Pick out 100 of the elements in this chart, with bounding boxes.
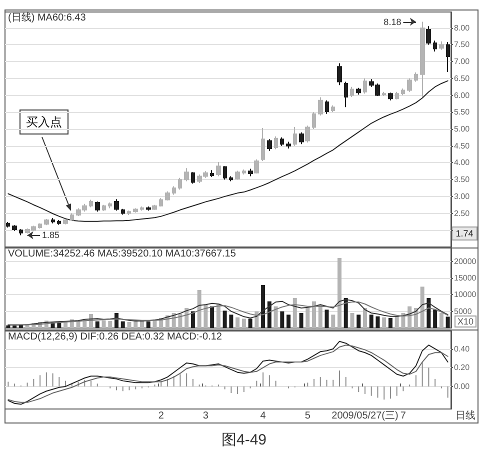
y-tick-label: 2.50 bbox=[454, 208, 470, 218]
chart-title: MACD(12,26,9) DIF:0.26 DEA:0.32 MACD:-0.12 bbox=[8, 332, 222, 342]
y-tick-label: 0.40 bbox=[454, 344, 470, 354]
x-tick-label: 2009/05/27(三) bbox=[332, 410, 398, 422]
y-tick-label: 5000 bbox=[454, 306, 472, 316]
bar bbox=[248, 318, 252, 328]
candlestick bbox=[248, 168, 253, 177]
bar bbox=[286, 314, 291, 328]
candlestick bbox=[140, 206, 144, 212]
candlestick bbox=[401, 88, 405, 96]
candlestick bbox=[331, 104, 335, 113]
candlestick bbox=[274, 136, 278, 150]
candlestick bbox=[446, 42, 450, 73]
candlestick bbox=[178, 177, 182, 190]
candlestick bbox=[267, 138, 272, 152]
bar bbox=[216, 304, 220, 328]
bar bbox=[306, 308, 310, 328]
bar bbox=[312, 301, 316, 328]
candlestick bbox=[261, 127, 265, 162]
bar bbox=[356, 314, 361, 328]
bar bbox=[229, 314, 234, 328]
candlestick bbox=[146, 206, 151, 212]
bar bbox=[190, 311, 195, 328]
y-tick-label: 4.00 bbox=[454, 158, 470, 168]
bar bbox=[369, 314, 374, 328]
candlestick bbox=[305, 125, 310, 143]
annotation: 买入点 bbox=[26, 115, 62, 129]
bar bbox=[420, 286, 424, 328]
bar bbox=[261, 285, 266, 328]
bar bbox=[324, 310, 329, 328]
bar bbox=[292, 298, 297, 328]
y-tick-label: 7.50 bbox=[454, 40, 470, 50]
bar bbox=[242, 318, 246, 328]
candlestick bbox=[165, 190, 170, 201]
candlestick bbox=[114, 198, 119, 212]
text: 日线 bbox=[456, 410, 476, 422]
bar bbox=[350, 313, 354, 328]
candlestick bbox=[388, 92, 393, 101]
bar bbox=[401, 313, 406, 328]
y-tick-label: 8.00 bbox=[454, 23, 470, 32]
bar bbox=[426, 298, 431, 328]
bar bbox=[299, 313, 304, 328]
candlestick bbox=[395, 91, 399, 100]
candlestick bbox=[127, 210, 131, 216]
caption: 图4-49 bbox=[221, 432, 267, 448]
y-tick-label: 0.00 bbox=[454, 382, 470, 391]
bar bbox=[376, 316, 380, 328]
y-axis-title: X10 bbox=[457, 316, 474, 326]
bar bbox=[433, 310, 438, 328]
candlestick bbox=[433, 40, 437, 52]
candlestick bbox=[133, 208, 138, 214]
bar bbox=[6, 325, 10, 328]
bar bbox=[388, 318, 392, 328]
bar bbox=[344, 298, 348, 328]
bar bbox=[331, 314, 336, 328]
candlestick bbox=[57, 220, 61, 226]
x-tick-label: 2 bbox=[158, 410, 164, 422]
candlestick bbox=[184, 168, 189, 182]
candlestick bbox=[6, 222, 10, 228]
text: 1.74 bbox=[456, 228, 474, 238]
annotation: 1.85 bbox=[42, 230, 60, 240]
candlestick bbox=[89, 199, 93, 208]
candlestick bbox=[363, 78, 367, 94]
candlestick bbox=[38, 222, 42, 229]
candlestick bbox=[254, 158, 259, 174]
candlestick bbox=[223, 166, 227, 180]
candlestick bbox=[19, 228, 23, 236]
line-series bbox=[8, 80, 448, 222]
candlestick bbox=[293, 126, 297, 146]
x-tick-label: 3 bbox=[202, 410, 209, 422]
candlestick bbox=[344, 81, 348, 108]
candlestick bbox=[191, 172, 195, 184]
candlestick bbox=[286, 141, 291, 150]
bar bbox=[146, 321, 150, 328]
y-tick-label: 0.20 bbox=[454, 363, 470, 372]
candlestick bbox=[420, 21, 425, 98]
candlestick bbox=[356, 87, 361, 96]
candlestick bbox=[382, 91, 386, 96]
bar bbox=[210, 306, 214, 328]
y-tick-label: 10000 bbox=[454, 290, 477, 300]
candlestick bbox=[44, 218, 49, 226]
candlestick bbox=[12, 224, 17, 232]
candlestick bbox=[439, 40, 444, 50]
bar bbox=[102, 320, 106, 328]
candlestick bbox=[216, 162, 221, 177]
candlestick bbox=[159, 198, 163, 208]
y-tick-label: 5.50 bbox=[454, 108, 470, 117]
bar bbox=[127, 322, 132, 328]
y-tick-label: 4.50 bbox=[454, 141, 470, 150]
candlestick bbox=[350, 86, 354, 98]
candlestick bbox=[325, 100, 329, 114]
candlestick bbox=[426, 26, 431, 46]
y-tick-label: 3.50 bbox=[454, 175, 470, 184]
candlestick bbox=[102, 204, 106, 212]
candlestick bbox=[95, 200, 100, 212]
bar bbox=[236, 317, 240, 328]
bar bbox=[382, 317, 386, 328]
bar bbox=[394, 316, 399, 328]
candlestick bbox=[51, 218, 55, 224]
bar bbox=[274, 306, 278, 328]
